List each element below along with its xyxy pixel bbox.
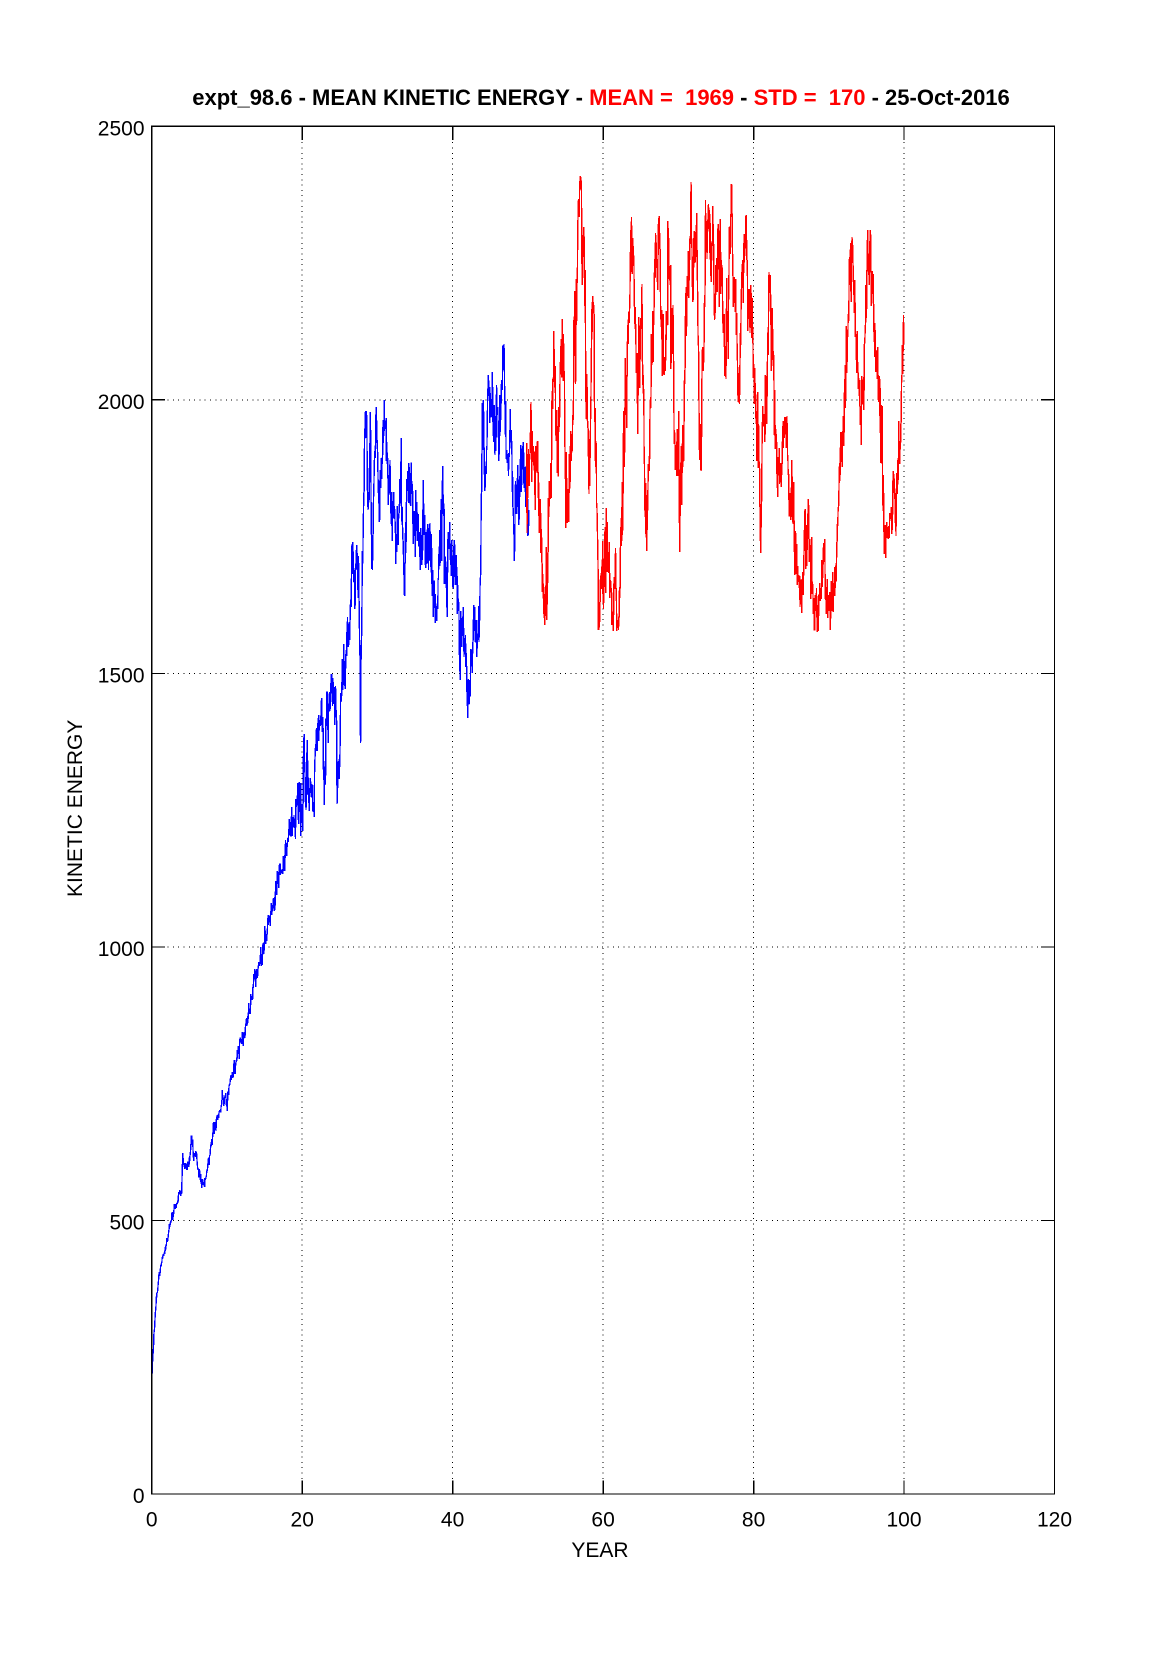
svg-text:60: 60	[591, 1509, 614, 1532]
svg-text:120: 120	[1037, 1509, 1072, 1532]
svg-text:YEAR: YEAR	[571, 1539, 628, 1562]
svg-text:100: 100	[886, 1509, 921, 1532]
svg-text:1000: 1000	[98, 938, 145, 961]
svg-text:500: 500	[109, 1212, 144, 1235]
svg-text:40: 40	[441, 1509, 464, 1532]
svg-text:80: 80	[742, 1509, 765, 1532]
svg-text:20: 20	[291, 1509, 314, 1532]
svg-text:expt_98.6 - MEAN KINETIC ENERG: expt_98.6 - MEAN KINETIC ENERGY - MEAN =…	[192, 85, 1010, 110]
svg-text:0: 0	[146, 1509, 158, 1532]
svg-text:2500: 2500	[98, 117, 145, 140]
svg-text:KINETIC ENERGY: KINETIC ENERGY	[64, 720, 87, 897]
svg-text:1500: 1500	[98, 664, 145, 687]
svg-text:2000: 2000	[98, 391, 145, 414]
svg-text:0: 0	[133, 1485, 145, 1508]
